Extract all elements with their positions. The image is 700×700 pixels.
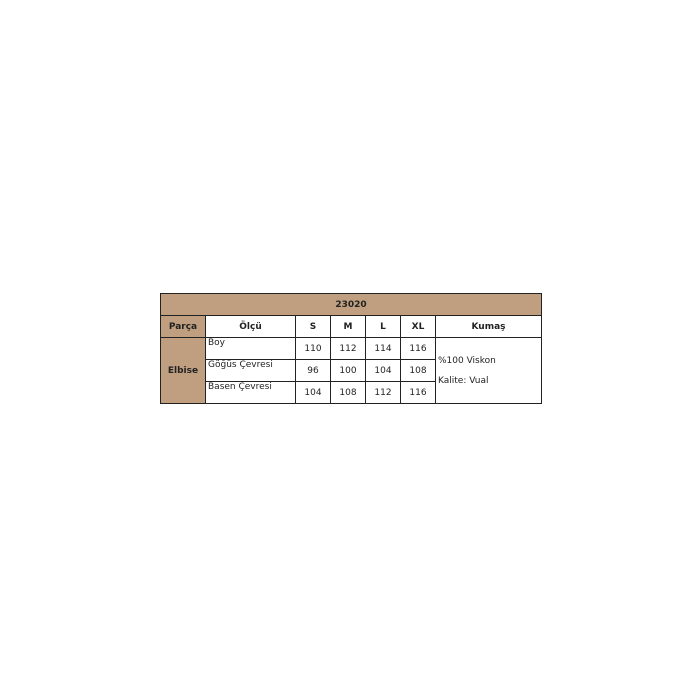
cell: 116 — [400, 337, 436, 360]
cell: 104 — [295, 381, 331, 404]
cell: 104 — [365, 359, 401, 382]
header-m: M — [330, 315, 366, 338]
header-measure: Ölçü — [205, 315, 296, 338]
size-chart-table: 23020 Parça Ölçü S M L XL Kumaş Elbise B… — [160, 293, 542, 404]
cell: 110 — [295, 337, 331, 360]
cell: 108 — [330, 381, 366, 404]
row-label: Boy — [205, 337, 296, 360]
header-s: S — [295, 315, 331, 338]
cell: 116 — [400, 381, 436, 404]
cell: 112 — [330, 337, 366, 360]
header-xl: XL — [400, 315, 436, 338]
cell: 96 — [295, 359, 331, 382]
row-label: Göğüs Çevresi — [205, 359, 296, 382]
fabric-quality: Kalite: Vual — [438, 375, 489, 386]
header-fabric: Kumaş — [435, 315, 542, 338]
header-part: Parça — [160, 315, 206, 338]
cell: 114 — [365, 337, 401, 360]
cell: 112 — [365, 381, 401, 404]
part-name: Elbise — [160, 337, 206, 404]
cell: 108 — [400, 359, 436, 382]
cell: 100 — [330, 359, 366, 382]
row-label: Basen Çevresi — [205, 381, 296, 404]
header-l: L — [365, 315, 401, 338]
model-code: 23020 — [160, 293, 542, 316]
fabric-composition: %100 Viskon — [438, 355, 496, 366]
fabric-info: %100 Viskon Kalite: Vual — [435, 337, 542, 404]
